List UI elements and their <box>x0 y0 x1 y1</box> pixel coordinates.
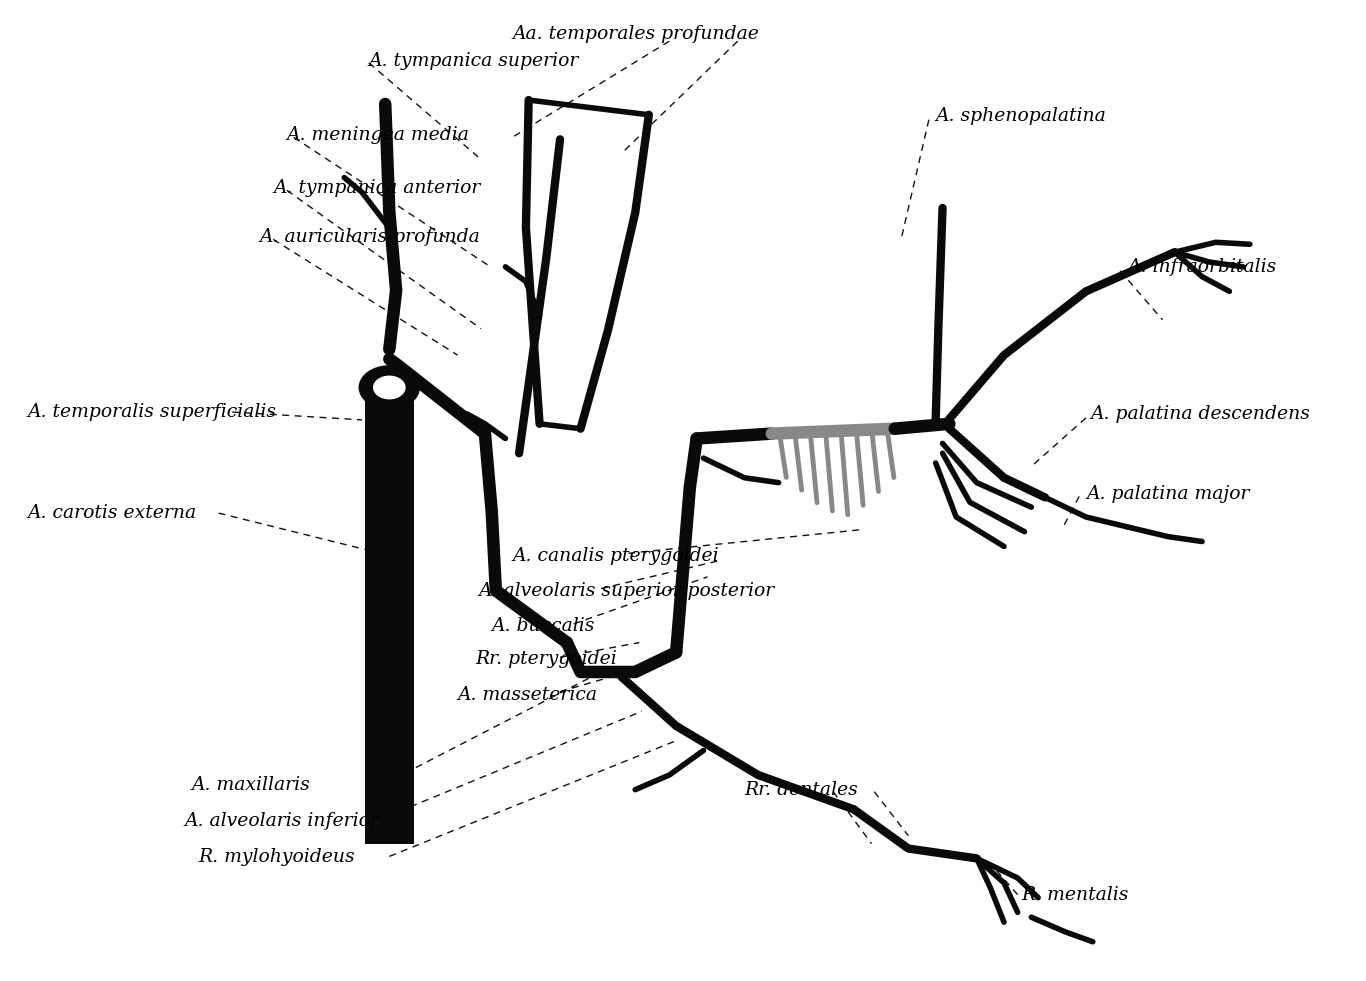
Text: A. tympanica anterior: A. tympanica anterior <box>273 180 481 197</box>
Polygon shape <box>365 392 414 844</box>
Text: A. buccalis: A. buccalis <box>492 617 596 635</box>
Text: A. meningea media: A. meningea media <box>287 127 470 144</box>
Text: A. palatina descendens: A. palatina descendens <box>1090 405 1310 423</box>
Text: A. palatina major: A. palatina major <box>1086 486 1250 503</box>
Text: A. alveolaris inferior: A. alveolaris inferior <box>184 812 380 830</box>
Text: A. infraorbitalis: A. infraorbitalis <box>1127 258 1276 276</box>
Text: A. temporalis superficialis: A. temporalis superficialis <box>27 403 276 421</box>
Text: A. sphenopalatina: A. sphenopalatina <box>936 107 1106 125</box>
Text: Aa. temporales profundae: Aa. temporales profundae <box>512 26 759 43</box>
Text: Rr. pterygoidei: Rr. pterygoidei <box>475 650 617 668</box>
Text: A. tympanica superior: A. tympanica superior <box>369 52 579 70</box>
Circle shape <box>359 366 419 409</box>
Text: A. maxillaris: A. maxillaris <box>191 776 310 794</box>
Text: A. masseterica: A. masseterica <box>458 686 597 703</box>
Text: A. alveolaris superior posterior: A. alveolaris superior posterior <box>478 582 775 599</box>
Text: R. mentalis: R. mentalis <box>1022 886 1130 904</box>
Text: A. auricularis profunda: A. auricularis profunda <box>260 229 481 246</box>
Text: A. carotis externa: A. carotis externa <box>27 504 197 522</box>
Text: A. canalis pterygoidei: A. canalis pterygoidei <box>512 547 719 565</box>
Circle shape <box>374 377 404 398</box>
Text: R. mylohyoideus: R. mylohyoideus <box>198 849 355 866</box>
Text: Rr. dentales: Rr. dentales <box>744 781 858 799</box>
